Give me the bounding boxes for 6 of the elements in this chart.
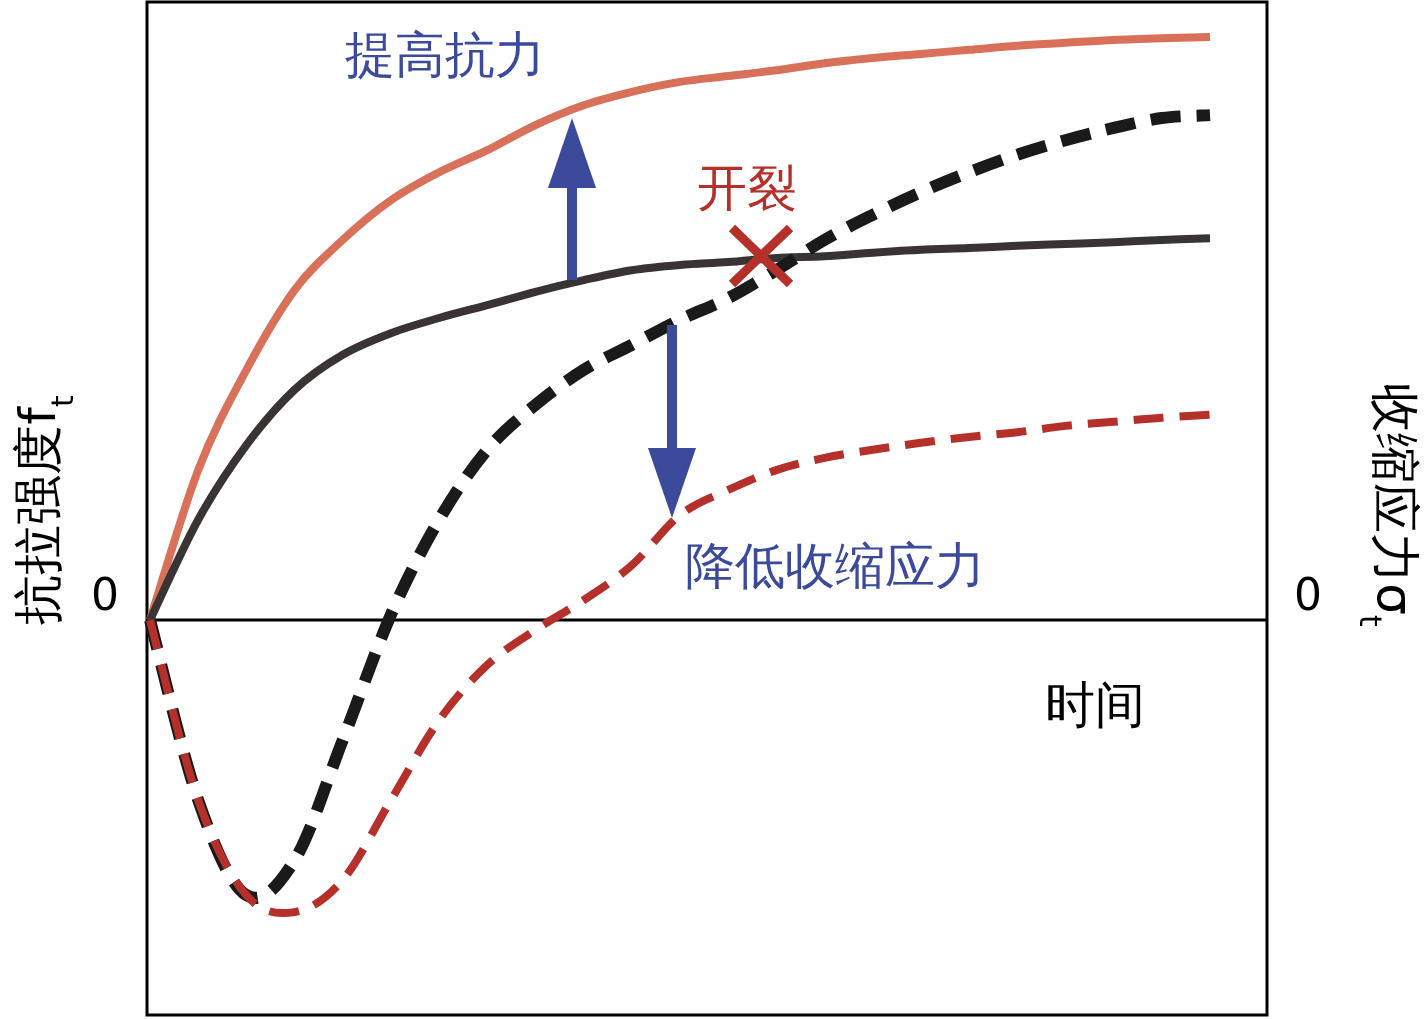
annotation: 降低收缩应力 <box>685 537 985 595</box>
annotation: 0 <box>91 569 119 620</box>
xlabel: 时间 <box>1045 676 1145 734</box>
annotation: 0 <box>1294 569 1322 620</box>
annotation: 开裂 <box>697 159 797 217</box>
annotation: 提高抗力 <box>345 26 545 84</box>
